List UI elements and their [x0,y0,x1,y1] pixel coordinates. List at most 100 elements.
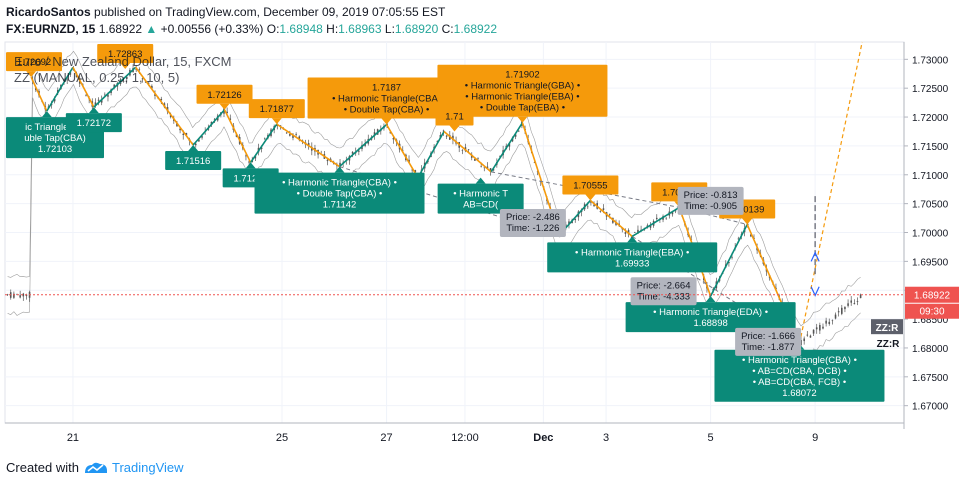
upper-band-line [7,50,861,327]
candle-body [474,158,476,161]
bear-label: • Harmonic Triangle(EDA) •1.68898 [625,296,796,333]
label-text: • Harmonic T [453,189,508,200]
candle-body [508,143,511,147]
price-tick-label: 1.73000 [912,55,949,66]
swing-connector [631,235,800,345]
countdown-tag [905,303,959,319]
label-pointer [475,177,486,184]
label-text: 1.71516 [176,156,210,167]
bull-label: 1.7187• Harmonic Triangle(CBA)• Double T… [307,77,466,125]
candle-body [358,150,360,152]
candle-body [586,206,589,208]
price-tick-label: 1.68000 [912,344,949,355]
candle-body [147,82,150,84]
candle-body [6,294,9,296]
tradingview-link[interactable]: TradingView [111,460,184,475]
bull-label: 1.72126 [196,84,253,110]
zigzag-segment [192,109,226,146]
candle-body [104,94,106,96]
candle-body [351,151,354,154]
symbol-info: FX:EURNZD, 15 1.68922 ▲ +0.00556 (+0.33%… [6,22,497,36]
candle-body [141,78,144,80]
label-text: • Harmonic Triangle(GBA) • [465,81,580,92]
price-time-text: Time: -4.333 [637,291,690,302]
label-box [165,150,222,170]
zigzag-segment [223,109,252,163]
candle-body [411,169,413,171]
published-text: published on TradingView.com, December 0… [94,5,446,19]
candle-body [442,130,445,132]
candle-body [298,136,301,140]
label-pointer [627,236,638,243]
indicator-label: ZZ (MANUAL, 0.25, 1, 10, 5) [14,70,179,85]
label-text: • Harmonic Triangle(CBA) • [282,178,397,189]
bull-label: 1.72692 [6,52,62,78]
candle-body [100,100,103,103]
candle-body [671,212,674,215]
price-time-box-bg [499,208,566,237]
band-lines [7,50,861,364]
candle-body [285,132,288,134]
candle-body [859,294,862,299]
candle-body [728,261,730,264]
candle-body [627,230,630,235]
candle-body [655,217,658,220]
zigzag-segment [72,66,95,108]
candle-body [649,225,652,228]
candle-body [828,321,831,325]
candle-body [568,221,570,225]
candle-body [248,161,250,163]
bull-label: 1.71 [435,106,474,132]
label-text: 1.71902 [505,70,539,81]
candle-body [624,232,627,234]
candle-body [198,139,200,142]
candle-body [176,123,178,127]
candle-body [97,99,100,101]
candle-body [154,94,156,96]
label-text: 1.71214 [233,173,267,184]
author-name[interactable]: RicardoSantos [6,5,91,19]
label-text: 1.69933 [615,258,649,269]
high-label: H: [326,22,339,36]
label-text: • Double Tap(CBA) • [297,189,383,200]
arrow-up-icon [810,251,820,262]
label-box [547,242,718,273]
close-value: 1.68922 [453,22,498,36]
label-text: AB=CD( [463,200,499,211]
candle-body [533,162,536,164]
time-tick-label: 9 [812,432,818,444]
zigzag-segment [30,76,48,112]
price-time-box-bg [735,327,802,356]
price-tick-label: 1.70000 [912,229,949,240]
candle-body [737,238,740,240]
candle-body [831,320,834,322]
candle-body [289,134,291,136]
candle-body [750,234,752,237]
label-text: 1.71 [445,111,464,122]
candle-body [822,326,824,329]
zigzag-segment [709,224,748,297]
label-pointer [742,218,753,225]
zz-tag-label: ZZ:R [876,323,900,334]
label-text: 1.7187 [372,83,401,94]
candle-body [593,204,595,207]
low-label: L: [384,22,395,36]
time-tick-label: 25 [276,432,288,444]
candle-body [436,141,439,142]
candle-body [245,155,247,157]
bear-label: • Harmonic Triangle(EBA) •1.69933 [547,236,718,273]
price-time-text: Time: -1.877 [742,342,795,353]
candle-body [260,147,263,149]
candle-body [834,314,837,319]
label-text: ic Triangle(CB [25,122,85,133]
price-time-text: Price: -2.486 [506,212,560,223]
open-value: 1.68948 [279,22,323,36]
candle-body [389,132,392,134]
open-label: O: [266,22,280,36]
candle-body [22,293,25,297]
label-text: • Double Tap(EBA) • [480,103,565,114]
bull-label: 1.72863 [97,44,154,69]
price-time-text: Price: -0.813 [684,190,738,201]
